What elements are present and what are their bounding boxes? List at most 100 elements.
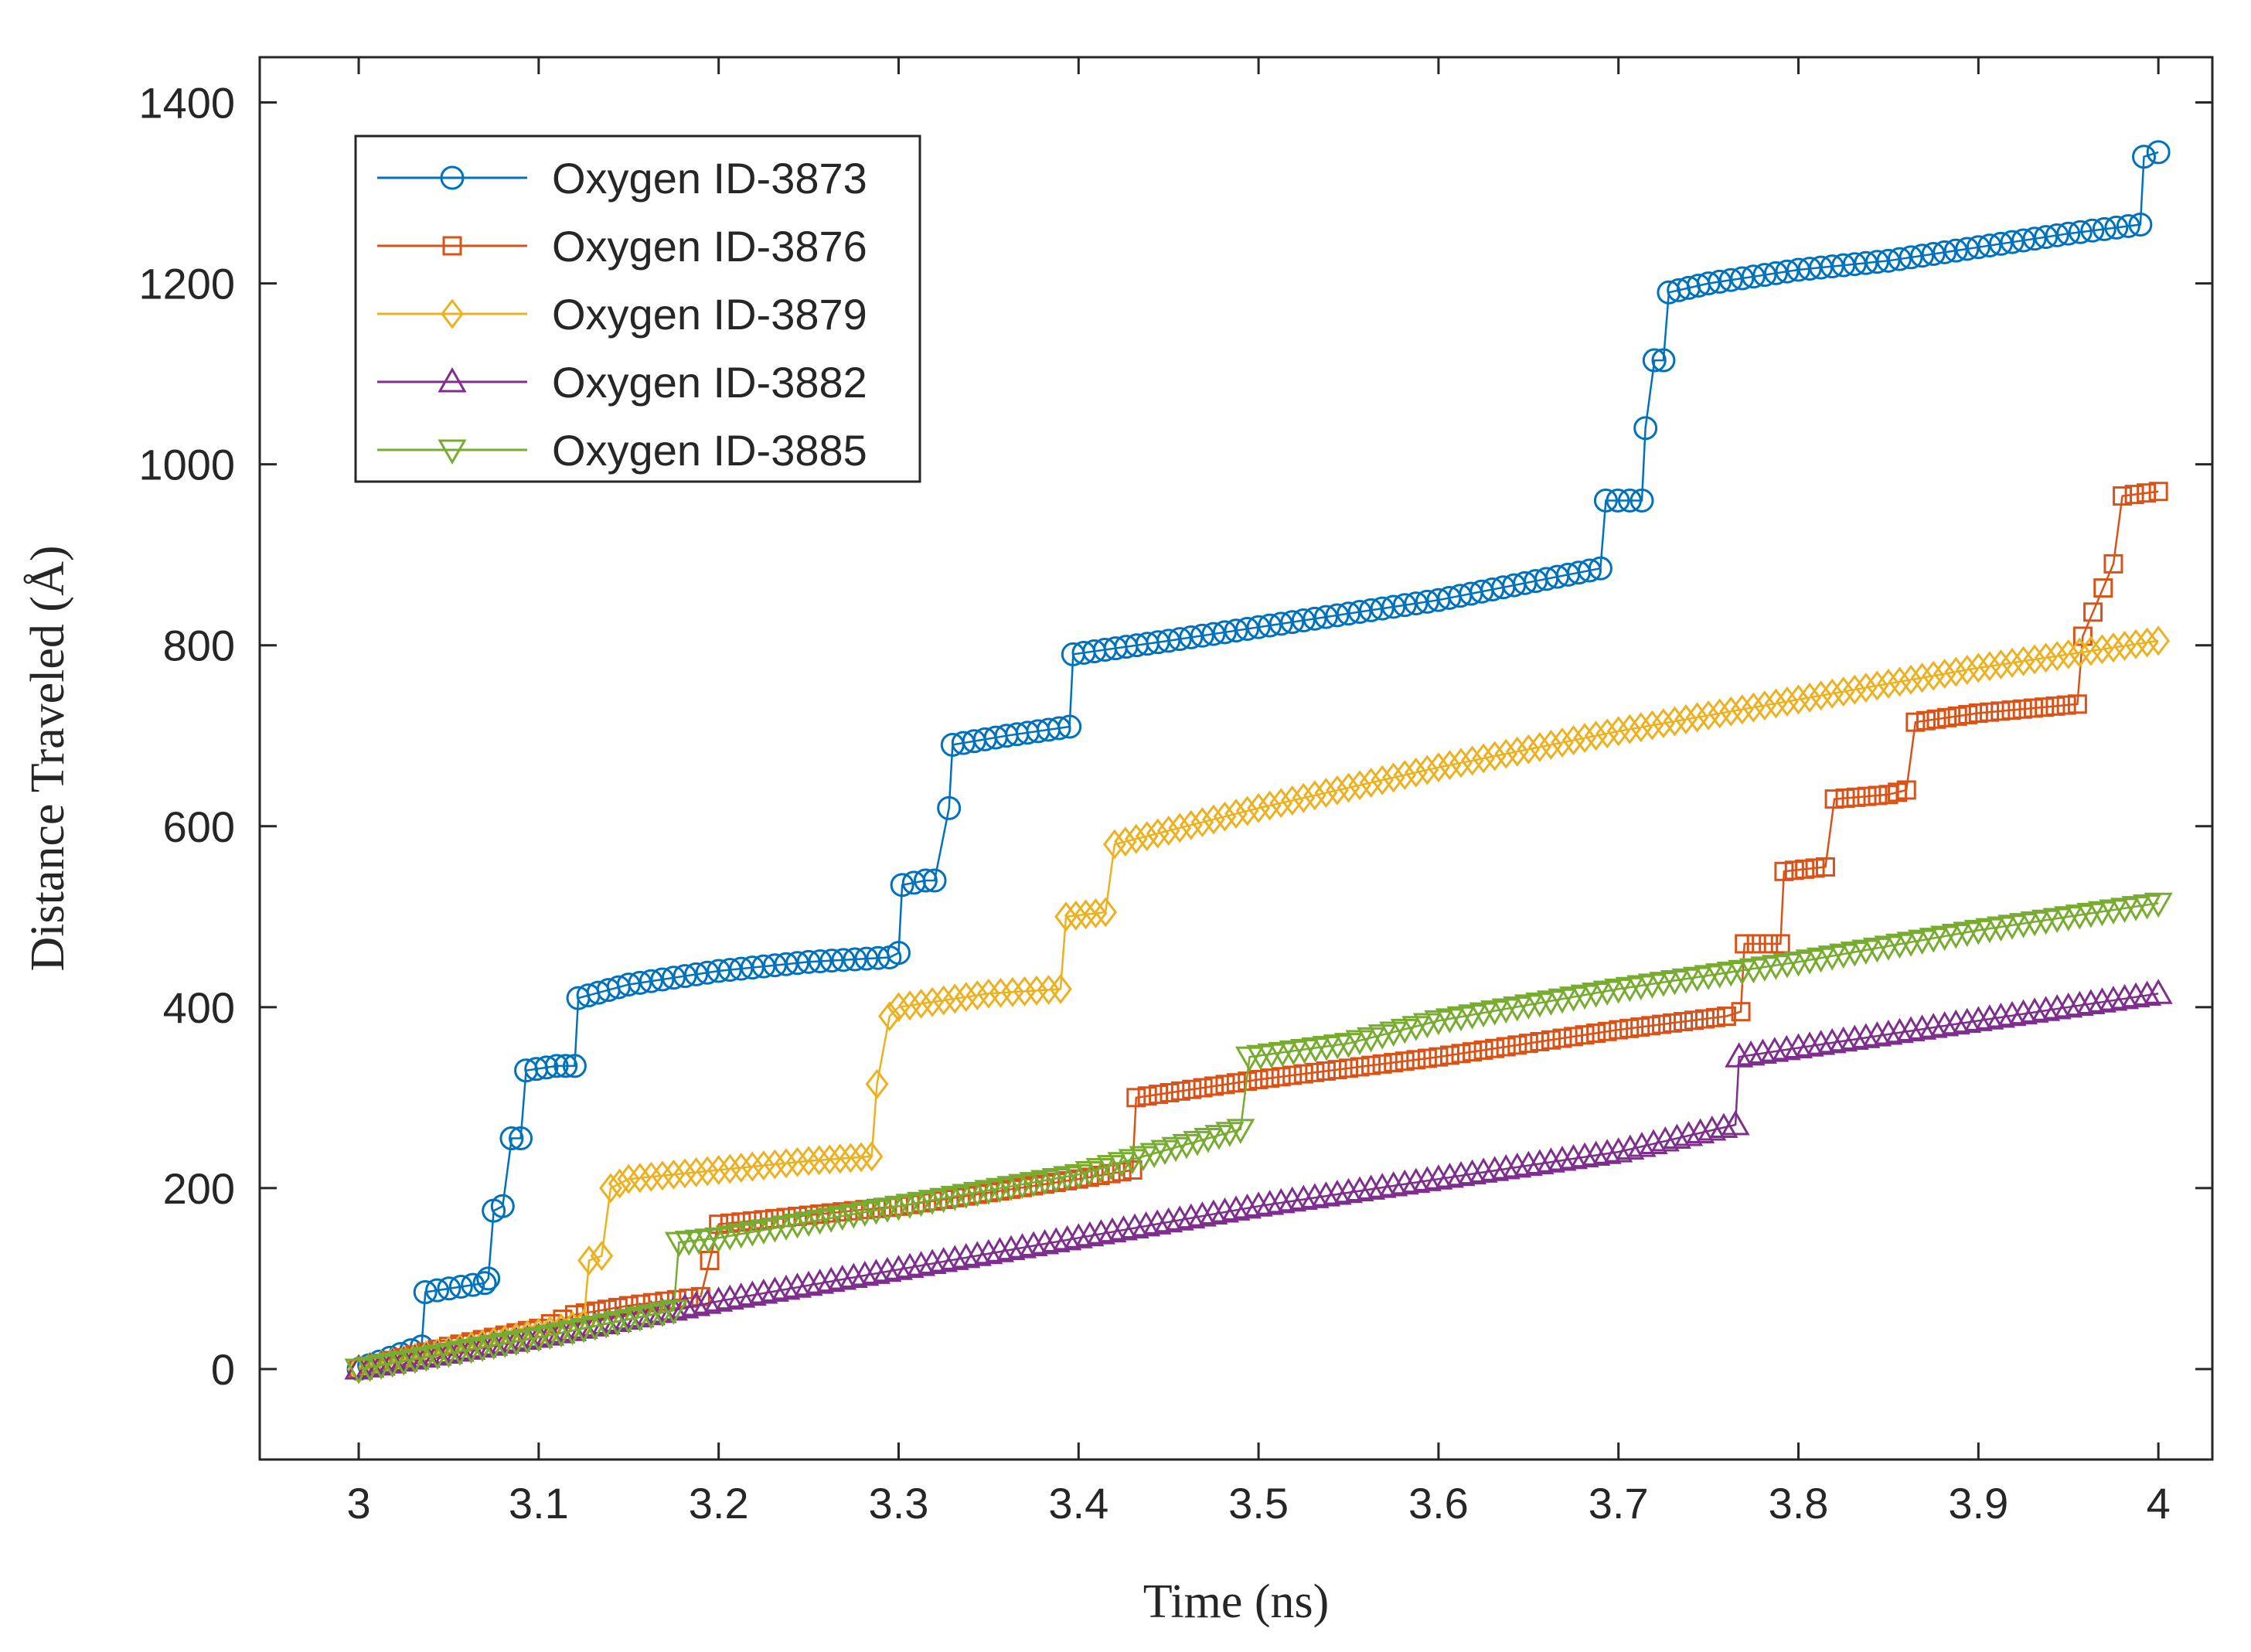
legend-label: Oxygen ID-3882	[552, 358, 867, 407]
data-point	[1485, 1038, 1505, 1058]
data-point	[1783, 1033, 1813, 1059]
data-point	[1746, 934, 1766, 954]
data-point	[1548, 1146, 1577, 1171]
data-point	[1390, 1169, 1419, 1195]
data-point	[1910, 244, 1935, 268]
data-point	[850, 1142, 873, 1173]
data-point	[1221, 1195, 1251, 1221]
y-tick-label: 800	[163, 622, 235, 670]
data-point	[1736, 1040, 1766, 1066]
data-point	[1966, 235, 1990, 260]
data-point	[1877, 668, 1900, 699]
data-point	[922, 868, 947, 893]
x-tick-label: 3	[346, 1479, 370, 1528]
data-point	[1235, 616, 1260, 641]
data-point	[1480, 1156, 1510, 1181]
data-point	[1292, 782, 1316, 813]
data-point	[1325, 603, 1350, 628]
series-4	[344, 979, 2173, 1380]
data-point	[1619, 1018, 1640, 1038]
data-point	[1639, 1129, 1668, 1155]
legend-marker	[440, 165, 465, 190]
data-point	[1586, 1023, 1606, 1043]
data-point	[1772, 1034, 1801, 1061]
data-point	[985, 1237, 1015, 1262]
data-point	[1795, 1031, 1824, 1057]
data-point	[1313, 605, 1338, 629]
data-point	[2144, 892, 2173, 918]
legend-label: Oxygen ID-3873	[552, 154, 867, 203]
data-point	[1333, 1177, 1364, 1204]
data-point	[1451, 1044, 1471, 1064]
data-point	[2124, 628, 2147, 659]
data-point	[562, 1054, 587, 1078]
data-point	[1770, 934, 1790, 954]
data-point	[1958, 704, 1978, 724]
data-point	[2065, 990, 2094, 1017]
data-point	[1592, 1139, 1622, 1164]
data-point	[1963, 1006, 1993, 1031]
x-tick-label: 3.3	[869, 1479, 929, 1528]
data-point	[1190, 807, 1214, 838]
data-point	[2093, 578, 2113, 598]
data-point	[1224, 618, 1248, 643]
data-point	[1955, 655, 1979, 685]
data-point	[1404, 757, 1428, 788]
data-point	[989, 977, 1013, 1008]
data-point	[1887, 247, 1912, 271]
data-point	[873, 1256, 902, 1282]
data-point	[1030, 1228, 1060, 1255]
data-point	[808, 949, 833, 973]
data-point	[1001, 976, 1024, 1007]
legend: Oxygen ID-3873 Oxygen ID-3876 Oxygen ID-38…	[354, 135, 921, 483]
data-point	[2011, 645, 2035, 676]
data-point	[2087, 987, 2116, 1013]
data-point	[1226, 1073, 1246, 1093]
data-point	[877, 1001, 901, 1032]
data-point	[1472, 743, 1496, 774]
data-point	[1943, 238, 1968, 263]
data-point	[1047, 716, 1071, 741]
data-point	[1846, 787, 1866, 807]
data-point	[639, 969, 663, 993]
data-point	[1784, 860, 1804, 880]
data-point	[1182, 1079, 1202, 1099]
data-point	[1851, 1023, 1881, 1048]
data-point	[886, 941, 911, 966]
data-point	[2034, 642, 2058, 673]
data-point	[1357, 1174, 1386, 1200]
data-point	[839, 1143, 863, 1173]
plot-marks	[344, 140, 2173, 1385]
data-point	[1438, 750, 1462, 781]
x-axis-title: Time (ns)	[1143, 1575, 1330, 1628]
data-point	[1255, 1190, 1285, 1215]
data-point	[1483, 741, 1507, 772]
data-point	[906, 1251, 936, 1276]
data-point	[1427, 752, 1450, 783]
data-point	[807, 1145, 831, 1176]
data-point	[1379, 1170, 1408, 1197]
data-point	[1947, 706, 1967, 726]
data-point	[2001, 700, 2021, 720]
data-point	[1606, 716, 1630, 747]
data-point	[1494, 738, 1518, 769]
data-point	[684, 962, 709, 986]
data-point	[1536, 1147, 1566, 1173]
data-point	[2121, 982, 2151, 1008]
data-point	[707, 1155, 730, 1185]
data-point	[1507, 1035, 1527, 1055]
data-point	[1541, 1030, 1561, 1050]
data-point	[1919, 1013, 1948, 1038]
data-point	[1278, 1186, 1307, 1212]
data-point	[1337, 601, 1361, 626]
data-point	[2031, 996, 2061, 1021]
data-point	[2023, 698, 2043, 718]
data-point	[651, 1160, 674, 1191]
data-point	[1805, 858, 1825, 878]
data-point	[2023, 644, 2046, 675]
data-point	[1212, 620, 1237, 645]
data-point	[1786, 684, 1810, 715]
data-point	[509, 1126, 533, 1151]
data-point	[1179, 809, 1203, 840]
data-point	[1269, 611, 1293, 636]
